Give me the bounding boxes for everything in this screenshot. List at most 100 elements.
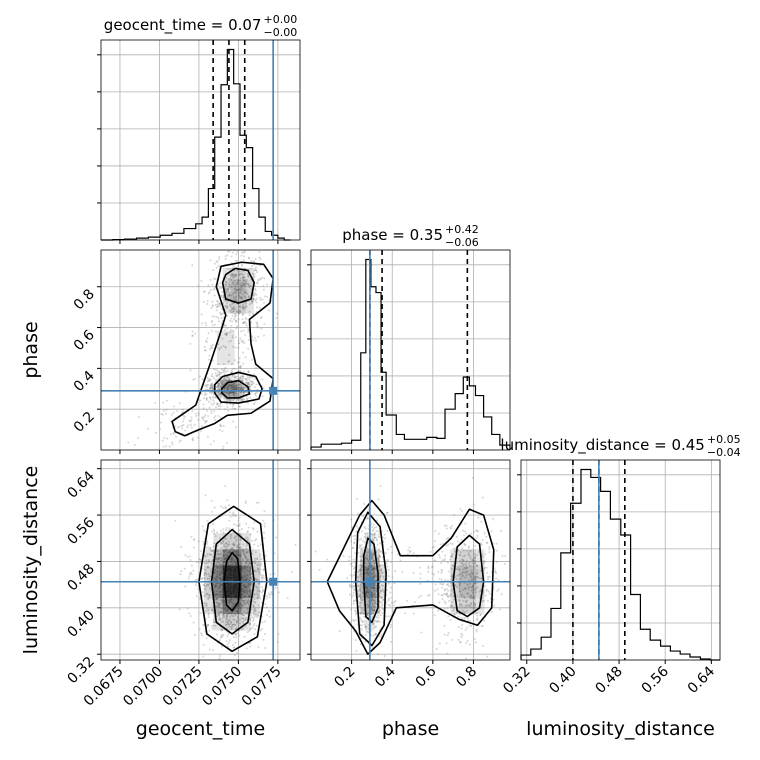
sample-point [242, 567, 245, 570]
sample-point [239, 603, 242, 606]
sample-point [473, 560, 476, 563]
sample-point [468, 605, 471, 608]
sample-point [220, 380, 223, 383]
sample-point [206, 608, 209, 611]
sample-point [366, 572, 369, 575]
sample-point [160, 413, 163, 416]
sample-point [387, 568, 390, 571]
sample-point [376, 620, 379, 623]
sample-point [215, 402, 218, 405]
density-cell [213, 533, 223, 550]
sample-point [203, 290, 206, 293]
density-cell [213, 614, 223, 631]
sample-point [184, 585, 187, 588]
sample-point [359, 545, 362, 548]
sample-point [443, 559, 446, 562]
sample-point [240, 387, 243, 390]
sample-point [224, 257, 227, 260]
sample-point [240, 379, 243, 382]
sample-point [209, 347, 212, 350]
sample-point [206, 540, 209, 543]
sample-point [486, 542, 489, 545]
sample-point [444, 554, 447, 557]
sample-point [241, 399, 244, 402]
sample-point [218, 320, 221, 323]
sample-point [458, 587, 461, 590]
sample-point [474, 562, 477, 565]
sample-point [170, 413, 173, 416]
sample-point [216, 385, 219, 388]
sample-point [248, 381, 251, 384]
sample-point [468, 597, 471, 600]
sample-point [206, 303, 209, 306]
sample-point [352, 591, 355, 594]
sample-point [407, 549, 410, 552]
sample-point [461, 624, 464, 627]
density-cell [230, 279, 239, 291]
sample-point [379, 597, 382, 600]
sample-point [471, 596, 474, 599]
sample-point [240, 398, 243, 401]
sample-point [258, 571, 261, 574]
sample-point [261, 621, 264, 624]
sample-point [383, 575, 386, 578]
sample-point [237, 553, 240, 556]
sample-point [229, 379, 232, 382]
sample-point [208, 587, 211, 590]
sample-point [463, 543, 466, 546]
y-tick-label: 0.32 [64, 654, 97, 687]
sample-point [371, 533, 374, 536]
title-lower-error: −0.00 [263, 26, 297, 39]
sample-point [380, 601, 383, 604]
sample-point [366, 567, 369, 570]
sample-point [462, 559, 465, 562]
sample-point [492, 598, 495, 601]
sample-point [381, 607, 384, 610]
sample-point [468, 643, 471, 646]
sample-point [245, 612, 248, 615]
sample-point [370, 557, 373, 560]
sample-point [353, 599, 356, 602]
sample-point [217, 382, 220, 385]
sample-point [170, 433, 173, 436]
sample-point [461, 634, 464, 637]
sample-point [224, 386, 227, 389]
sample-point [235, 387, 238, 390]
sample-point [451, 543, 454, 546]
sample-point [246, 551, 249, 554]
sample-point [210, 375, 213, 378]
sample-point [213, 277, 216, 280]
sample-point [448, 600, 451, 603]
sample-point [371, 572, 374, 575]
sample-point [262, 569, 265, 572]
sample-point [239, 366, 242, 369]
sample-point [374, 596, 377, 599]
sample-point [244, 317, 247, 320]
sample-point [210, 382, 213, 385]
sample-point [326, 558, 329, 561]
sample-point [231, 385, 234, 388]
sample-point [476, 586, 479, 589]
sample-point [481, 625, 484, 628]
density-cell [217, 380, 224, 385]
sample-point [236, 281, 239, 284]
sample-point [376, 543, 379, 546]
sample-point [463, 542, 466, 545]
sample-point [226, 306, 229, 309]
sample-point [225, 391, 228, 394]
sample-point [233, 273, 236, 276]
sample-point [253, 242, 255, 244]
sample-point [473, 602, 476, 605]
sample-point [488, 546, 491, 549]
sample-point [229, 601, 232, 604]
sample-point [247, 275, 250, 278]
sample-point [232, 305, 235, 308]
sample-point [225, 305, 228, 308]
sample-point [495, 542, 498, 545]
sample-point [219, 617, 222, 620]
sample-point [246, 607, 249, 610]
sample-point [195, 415, 198, 418]
sample-point [227, 540, 230, 543]
density-cell [222, 614, 233, 631]
sample-point [226, 379, 229, 382]
